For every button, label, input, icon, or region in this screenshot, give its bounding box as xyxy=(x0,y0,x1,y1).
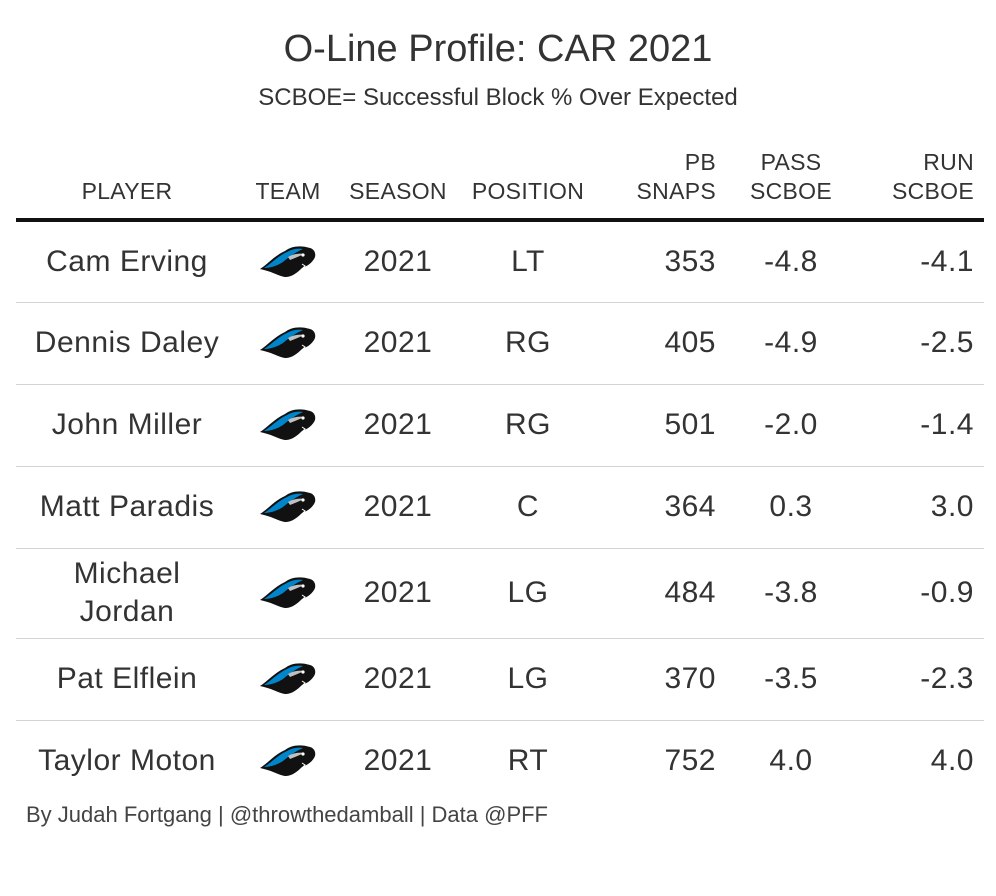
panthers-logo-icon xyxy=(260,327,316,359)
pb-snaps-cell: 484 xyxy=(598,548,726,639)
run-scboe-cell: -2.5 xyxy=(856,302,984,385)
table-row: John Miller 2021 RG 501 -2.0 -1.4 xyxy=(16,384,984,467)
team-cell xyxy=(238,466,338,549)
run-scboe-cell: -2.3 xyxy=(856,638,984,721)
table-row: Matt Paradis 2021 C 364 0.3 3.0 xyxy=(16,466,984,549)
panthers-logo-icon xyxy=(260,246,316,277)
position-cell: RT xyxy=(507,744,549,778)
table-row: Cam Erving 2021 LT 353 -4.8 -4.1 xyxy=(16,220,984,303)
position-cell: LG xyxy=(458,548,598,639)
table-row: Pat Elflein 2021 LG 370 -3.5 -2.3 xyxy=(16,638,984,721)
col-header-season: SEASON xyxy=(338,132,458,222)
pass-scboe-cell: -4.9 xyxy=(726,302,856,385)
run-scboe-cell: -4.1 xyxy=(856,220,984,303)
player-name: John Miller xyxy=(16,384,238,467)
col-header-run-scboe: RUN SCBOE xyxy=(856,132,984,222)
position-cell: C xyxy=(458,466,598,549)
col-header-position: POSITION xyxy=(458,132,598,222)
panthers-logo-icon xyxy=(260,577,316,609)
player-name: Pat Elflein xyxy=(16,638,238,721)
team-cell xyxy=(238,638,338,721)
run-scboe-cell: 4.0 xyxy=(930,744,974,778)
pass-scboe-cell: 0.3 xyxy=(726,466,856,549)
panthers-logo-icon xyxy=(260,491,316,523)
col-header-pass-scboe: PASS SCBOE xyxy=(726,132,856,222)
season-cell: 2021 xyxy=(363,744,433,778)
run-scboe-cell: 3.0 xyxy=(856,466,984,549)
player-name: Matt Paradis xyxy=(16,466,238,549)
table-row: Michael Jordan 2021 LG 484 -3.8 -0.9 xyxy=(16,548,984,639)
season-cell: 2021 xyxy=(338,548,458,639)
player-name: Taylor Moton xyxy=(38,744,216,778)
pb-snaps-cell: 364 xyxy=(598,466,726,549)
season-cell: 2021 xyxy=(338,302,458,385)
pass-scboe-cell: -3.5 xyxy=(726,638,856,721)
position-cell: RG xyxy=(458,302,598,385)
panthers-logo-icon xyxy=(260,745,316,777)
team-cell xyxy=(238,302,338,385)
position-cell: LG xyxy=(458,638,598,721)
pb-snaps-cell: 752 xyxy=(664,744,716,778)
season-cell: 2021 xyxy=(338,220,458,303)
position-cell: LT xyxy=(458,220,598,303)
run-scboe-cell: -0.9 xyxy=(856,548,984,639)
pass-scboe-cell: -2.0 xyxy=(726,384,856,467)
table-row: Dennis Daley 2021 RG 405 -4.9 -2.5 xyxy=(16,302,984,385)
chart-title: O-Line Profile: CAR 2021 xyxy=(283,28,713,70)
header-row: PLAYER TEAM SEASON POSITION PB SNAPS PAS… xyxy=(16,132,984,222)
col-header-player: PLAYER xyxy=(16,132,238,222)
team-cell xyxy=(238,548,338,639)
team-cell xyxy=(238,720,338,802)
season-cell: 2021 xyxy=(338,384,458,467)
pass-scboe-cell: -3.8 xyxy=(726,548,856,639)
pass-scboe-cell: -4.8 xyxy=(726,220,856,303)
player-name: Dennis Daley xyxy=(16,302,238,385)
position-cell: RG xyxy=(458,384,598,467)
season-cell: 2021 xyxy=(338,466,458,549)
oline-table: PLAYER TEAM SEASON POSITION PB SNAPS PAS… xyxy=(16,132,984,802)
pb-snaps-cell: 370 xyxy=(598,638,726,721)
pb-snaps-cell: 353 xyxy=(598,220,726,303)
panthers-logo-icon xyxy=(260,409,316,441)
pb-snaps-cell: 501 xyxy=(598,384,726,467)
season-cell: 2021 xyxy=(338,638,458,721)
panthers-logo-icon xyxy=(260,663,316,695)
col-header-team: TEAM xyxy=(238,132,338,222)
player-name: Michael Jordan xyxy=(16,548,238,639)
credit-line: By Judah Fortgang | @throwthedamball | D… xyxy=(26,802,548,827)
team-cell xyxy=(238,384,338,467)
run-scboe-cell: -1.4 xyxy=(856,384,984,467)
pass-scboe-cell: 4.0 xyxy=(769,744,813,778)
chart-subtitle: SCBOE= Successful Block % Over Expected xyxy=(258,84,738,111)
player-name: Cam Erving xyxy=(16,220,238,303)
col-header-pb-snaps: PB SNAPS xyxy=(598,132,726,222)
pb-snaps-cell: 405 xyxy=(598,302,726,385)
table-row: Taylor Moton 2021 RT 752 4.0 4.0 xyxy=(16,720,984,802)
team-cell xyxy=(238,220,338,303)
